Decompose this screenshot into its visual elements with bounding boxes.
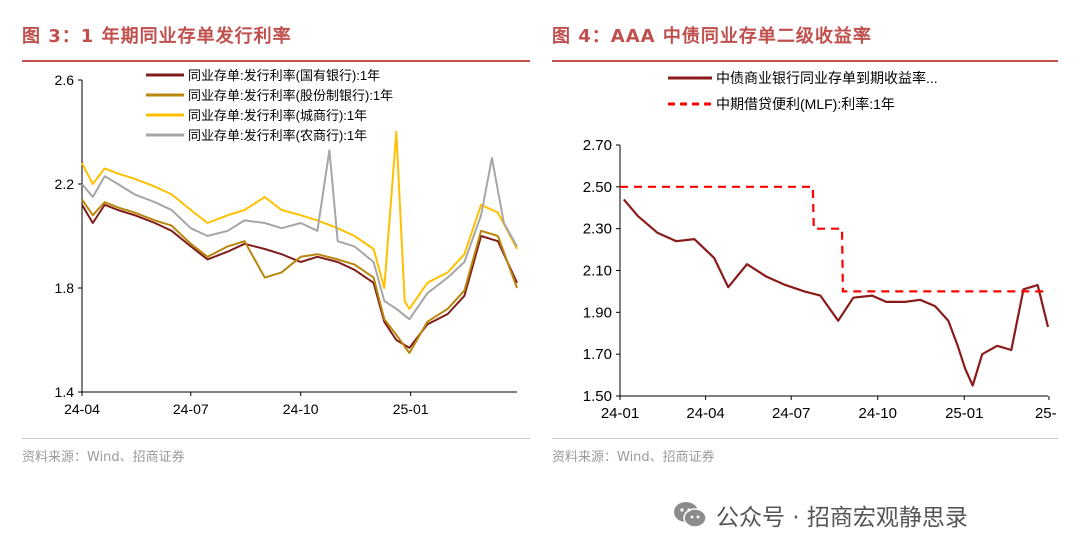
fig4-y-tick-label: 1.70 xyxy=(583,346,612,363)
fig4-y-tick-label: 2.30 xyxy=(583,221,612,238)
figure-3-footer-rule xyxy=(22,438,530,439)
fig4-series-line-2 xyxy=(620,185,1048,293)
figure-4-plot-area: 1.50 1.70 1.90 2.10 2.30 2.50 2.70 24-01 24-04 24… xyxy=(583,70,1057,422)
fig3-y-tick-label: 2.6 xyxy=(55,72,75,88)
fig4-y-tick-label: 2.10 xyxy=(583,263,612,280)
fig3-x-tick-label: 24-04 xyxy=(64,401,100,417)
fig3-legend-label-4: 同业存单:发行利率(农商行):1年 xyxy=(188,128,367,143)
figure-3-title: 图 3：1 年期同业存单发行利率 xyxy=(22,26,292,47)
wechat-icon xyxy=(674,502,707,528)
fig4-legend-label-1: 中债商业银行同业存单到期收益率... xyxy=(716,70,938,86)
fig3-y-tick-label: 1.4 xyxy=(55,384,75,400)
fig4-series-line-1 xyxy=(622,198,1050,387)
fig3-legend-label-1: 同业存单:发行利率(国有银行):1年 xyxy=(188,68,380,83)
figure-4-title: 图 4：AAA 中债同业存单二级收益率 xyxy=(552,26,872,47)
fig4-y-tick-label: 1.50 xyxy=(583,388,612,405)
figure-3-title-rule xyxy=(22,60,530,62)
fig4-x-tick-label: 25- xyxy=(1035,405,1057,422)
fig4-y-tick-label: 2.50 xyxy=(583,179,612,196)
figure-3-chart: 1.4 1.8 2.2 2.6 24-04 24-07 24-10 25-01 同业存单:发行利… xyxy=(55,68,518,417)
fig3-x-tick-label: 24-10 xyxy=(283,401,319,417)
figure-4-chart: 1.50 1.70 1.90 2.10 2.30 2.50 2.70 24-01 24-04 24… xyxy=(583,70,1057,422)
figure-3-plot-area: 1.4 1.8 2.2 2.6 24-04 24-07 24-10 25-01 同业存单:发行利… xyxy=(55,68,518,417)
fig4-x-tick-label: 24-07 xyxy=(772,405,810,422)
fig3-series-line-1 xyxy=(81,203,518,349)
fig3-legend-label-3: 同业存单:发行利率(城商行):1年 xyxy=(188,108,367,123)
fig3-legend-label-2: 同业存单:发行利率(股份制银行):1年 xyxy=(188,88,393,103)
figure-4-source: 资料来源：Wind、招商证券 xyxy=(552,450,715,465)
watermark-text: 公众号 · 招商宏观静思录 xyxy=(716,505,968,531)
fig3-x-tick-label: 24-07 xyxy=(173,401,209,417)
fig3-series-line-3 xyxy=(81,131,518,310)
fig4-x-tick-label: 25-01 xyxy=(945,405,983,422)
fig3-y-tick-label: 2.2 xyxy=(55,176,75,192)
fig4-y-tick-label: 2.70 xyxy=(583,137,612,154)
fig3-series-line-2 xyxy=(81,199,518,354)
figure-4-title-rule xyxy=(552,60,1058,62)
fig3-x-tick-label: 25-01 xyxy=(393,401,429,417)
watermark: 公众号 · 招商宏观静思录 xyxy=(672,497,968,533)
fig3-y-tick-label: 1.8 xyxy=(55,280,75,296)
figure-4-footer-rule xyxy=(552,438,1058,439)
figure-3-source: 资料来源：Wind、招商证券 xyxy=(22,450,185,465)
fig4-legend-label-2: 中期借贷便利(MLF):利率:1年 xyxy=(716,96,895,112)
fig3-series-line-4 xyxy=(81,149,518,321)
fig4-y-tick-label: 1.90 xyxy=(583,304,612,321)
fig4-x-tick-label: 24-04 xyxy=(686,405,724,422)
fig4-x-tick-label: 24-01 xyxy=(601,405,639,422)
fig4-x-tick-label: 24-10 xyxy=(859,405,897,422)
